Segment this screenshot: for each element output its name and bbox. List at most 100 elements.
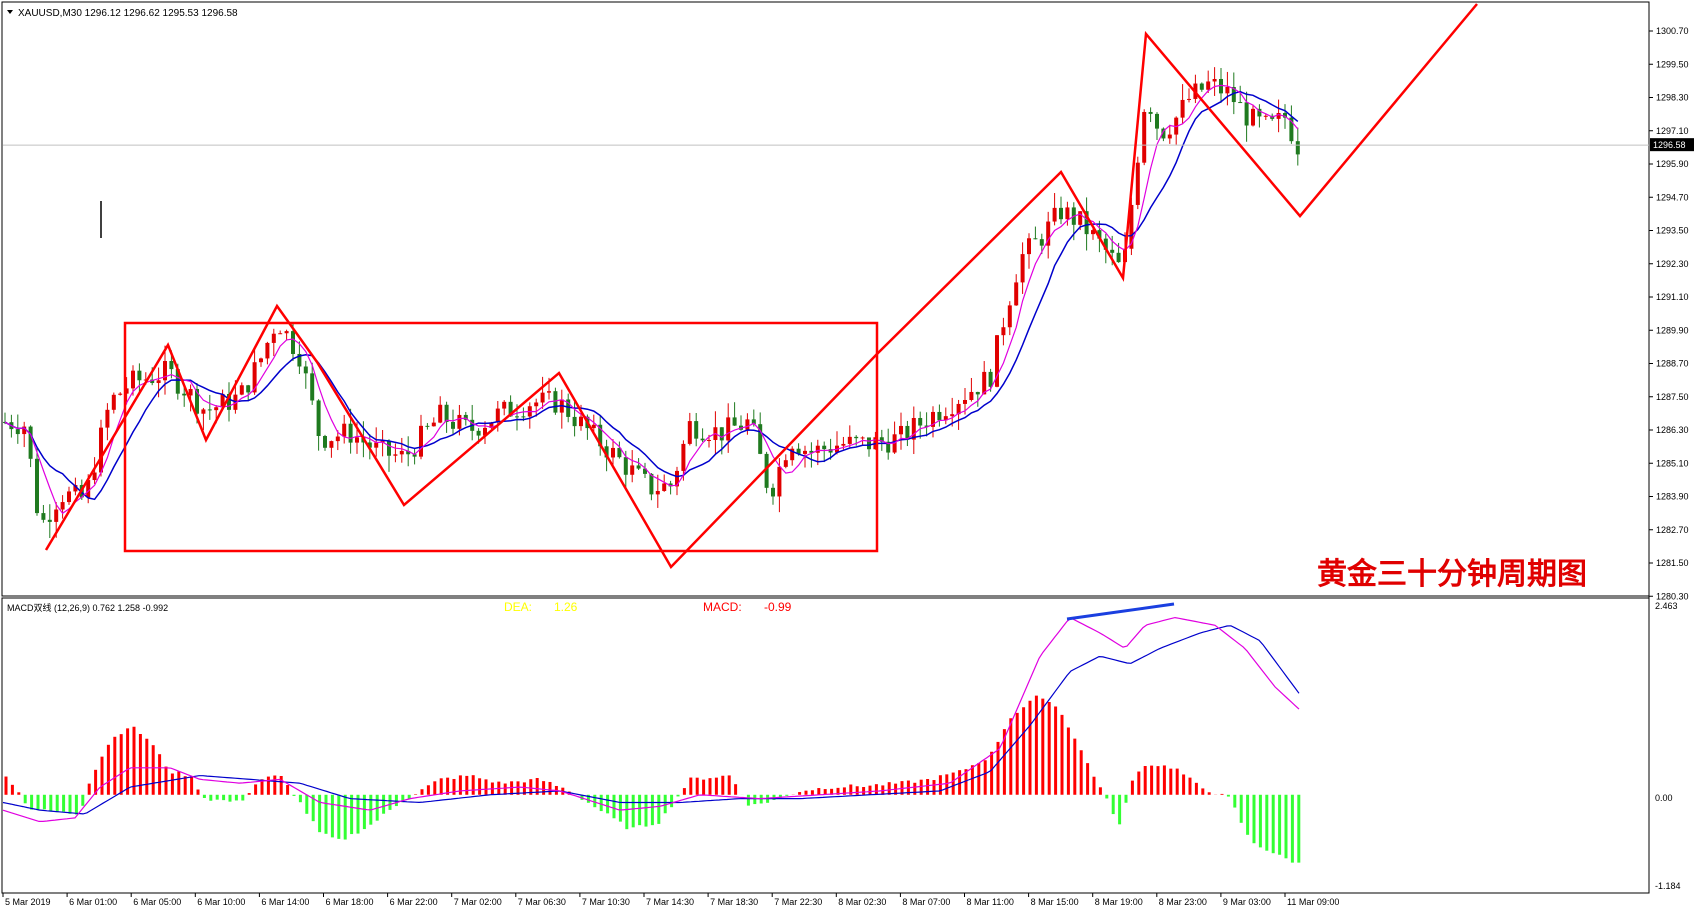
candle-body — [1020, 254, 1025, 283]
candle-body — [169, 361, 174, 370]
macd-axis-max: 2.463 — [1655, 601, 1678, 611]
candle-body — [591, 424, 596, 429]
candle-body — [1007, 305, 1012, 328]
candle-body — [988, 371, 993, 387]
candle-body — [719, 427, 724, 441]
time-tick-label: 7 Mar 22:30 — [774, 897, 822, 907]
current-price-label: 1296.58 — [1653, 140, 1686, 150]
price-tick-label: 1286.30 — [1656, 425, 1689, 435]
candle-body — [457, 414, 462, 429]
time-tick-label: 6 Mar 14:00 — [261, 897, 309, 907]
candle-body — [124, 388, 129, 394]
candle-body — [105, 409, 110, 428]
price-tick-label: 1298.30 — [1656, 93, 1689, 103]
candle-body — [399, 450, 404, 455]
candle-body — [246, 385, 251, 393]
candle-body — [1295, 141, 1300, 155]
candle-body — [540, 392, 545, 403]
candle-body — [284, 331, 289, 334]
candle-body — [1187, 98, 1191, 100]
candle-body — [783, 460, 788, 467]
price-tick-label: 1295.90 — [1656, 159, 1689, 169]
candle-body — [489, 422, 494, 428]
time-tick-label: 8 Mar 02:30 — [838, 897, 886, 907]
candle-body — [348, 423, 353, 443]
candle-body — [931, 411, 935, 427]
candle-body — [291, 331, 295, 354]
candle-body — [444, 404, 449, 422]
triangle-down-icon[interactable] — [7, 10, 13, 14]
candle-body — [1257, 108, 1262, 117]
candle-body — [195, 388, 199, 414]
candle-body — [937, 411, 942, 421]
candle-body — [393, 454, 398, 456]
candle-body — [1231, 87, 1236, 103]
candle-body — [579, 416, 583, 427]
candle-body — [47, 519, 52, 522]
candle-body — [521, 416, 526, 418]
price-tick-label: 1291.10 — [1656, 292, 1689, 302]
candle-body — [630, 465, 635, 475]
candle-body — [764, 453, 769, 488]
current-price-marker — [1650, 138, 1694, 152]
candle-body — [963, 400, 967, 404]
candle-body — [822, 445, 827, 450]
price-tick-label: 1280.30 — [1656, 591, 1689, 601]
price-tick-label: 1292.30 — [1656, 259, 1689, 269]
candle-body — [1283, 113, 1287, 118]
candle-body — [751, 419, 756, 425]
macd-signal-line — [2, 625, 1300, 815]
time-tick-label: 6 Mar 01:00 — [69, 897, 117, 907]
candle-body — [1103, 238, 1108, 250]
moving-averages — [4, 84, 1299, 515]
candle-body — [1065, 207, 1070, 220]
candle-body — [815, 445, 820, 453]
candle-body — [547, 391, 551, 393]
candle-body — [1091, 230, 1095, 235]
candle-body — [1084, 211, 1089, 235]
time-tick-label: 9 Mar 03:00 — [1223, 897, 1271, 907]
candle-body — [278, 333, 283, 335]
candle-body — [1238, 102, 1243, 104]
macd-axis-zero: 0.00 — [1655, 793, 1673, 803]
candle-body — [297, 353, 302, 367]
candle-body — [387, 440, 391, 456]
candle-body — [271, 333, 276, 343]
ma-fast-line — [4, 84, 1299, 515]
candle-body — [425, 425, 430, 427]
candle-body — [1078, 211, 1083, 225]
overlay-title: 黄金三十分钟周期图 — [1317, 557, 1587, 592]
candle-body — [918, 417, 923, 426]
price-tick-label: 1281.50 — [1656, 558, 1689, 568]
candle-body — [1097, 230, 1102, 239]
candle-body — [156, 380, 161, 383]
candle-body — [252, 362, 257, 393]
candle-body — [463, 414, 468, 420]
macd-axis-min: -1.184 — [1655, 881, 1681, 891]
candle-body — [1142, 111, 1147, 163]
candle-body — [182, 393, 187, 396]
candle-body — [854, 436, 859, 439]
candle-body — [1225, 87, 1230, 94]
candle-body — [956, 403, 961, 415]
time-tick-label: 8 Mar 11:00 — [967, 897, 1014, 907]
time-tick-label: 7 Mar 06:30 — [518, 897, 566, 907]
candle-body — [220, 393, 225, 408]
price-tick-label: 1289.90 — [1656, 325, 1689, 335]
candle-body — [1148, 111, 1153, 114]
candle-body — [1046, 221, 1051, 246]
price-tick-label: 1294.70 — [1656, 192, 1689, 202]
price-tick-label: 1287.50 — [1656, 392, 1689, 402]
candle-body — [886, 441, 891, 453]
candle-body — [700, 438, 705, 441]
candle-body — [310, 373, 315, 401]
price-tick-label: 1288.70 — [1656, 359, 1689, 369]
time-tick-label: 11 Mar 09:00 — [1287, 897, 1339, 907]
candle-body — [438, 404, 443, 423]
candle-body — [259, 358, 263, 363]
candle-body — [847, 436, 852, 444]
candle-body — [636, 465, 641, 469]
candle-body — [150, 379, 155, 383]
